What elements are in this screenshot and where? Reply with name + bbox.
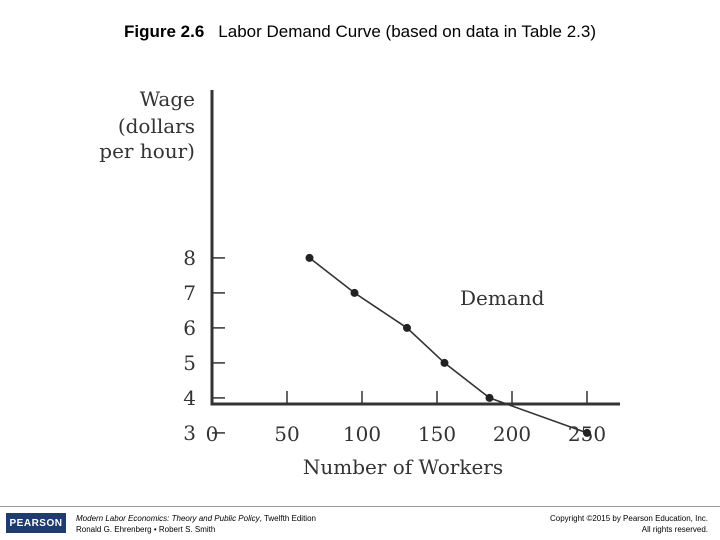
book-citation: Modern Labor Economics: Theory and Publi… [76,513,316,535]
copyright-notice: Copyright ©2015 by Pearson Education, In… [550,513,708,535]
y-tick-label: 8 [183,246,196,270]
slide-title: Figure 2.6 Labor Demand Curve (based on d… [0,22,720,42]
demand-series [305,253,591,437]
y-tick-label: 6 [183,316,196,340]
x-axis-label: Number of Workers [303,455,503,479]
data-point [350,288,359,297]
x-tick-label: 50 [274,422,299,446]
book-authors: Ronald G. Ehrenberg • Robert S. Smith [76,525,216,534]
demand-line [309,257,588,434]
x-tick-label: 150 [418,422,456,446]
rights-line: All rights reserved. [641,525,708,534]
y-axis-label-line: per hour) [99,139,195,163]
y-ticks: 3 4 5 6 7 8 [183,246,225,445]
data-point [485,393,494,402]
data-point [583,428,591,437]
copyright-line: Copyright ©2015 by Pearson Education, In… [550,514,708,523]
publisher-logo: PEARSON [6,513,66,533]
data-point [440,358,449,367]
x-tick-label: 100 [343,422,381,446]
demand-curve-label: Demand [460,286,545,310]
data-point [305,253,314,262]
figure-label: Figure 2.6 [123,22,205,41]
figure-title: Labor Demand Curve (based on data in Tab… [218,22,596,41]
y-tick-label: 7 [183,281,196,305]
x-ticks: 050100150200250 [206,391,606,446]
y-tick-label: 4 [183,386,196,410]
book-title: Modern Labor Economics: Theory and Publi… [76,514,260,523]
book-edition: , Twelfth Edition [259,514,316,523]
x-tick-label: 200 [493,422,531,446]
data-point [403,323,411,332]
axes [210,90,620,406]
y-tick-label: 3 [183,421,196,445]
y-axis-label-line: (dollars [118,114,195,138]
y-tick-label: 5 [183,351,196,375]
x-tick-label: 0 [206,422,219,446]
footer-divider [0,506,720,507]
y-axis-label-line: Wage [140,87,195,111]
